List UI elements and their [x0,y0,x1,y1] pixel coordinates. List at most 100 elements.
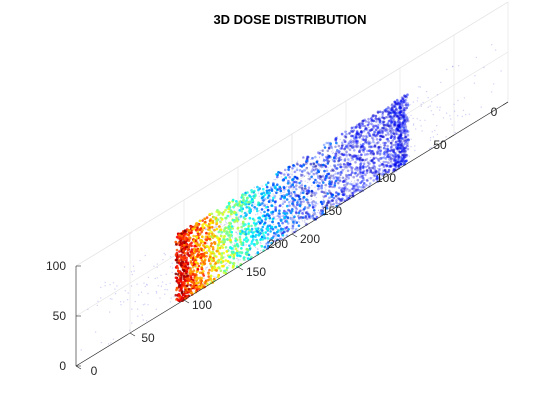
dose-point [380,135,384,138]
dose-point [273,195,277,198]
dose-point [421,130,423,132]
dose-point [323,178,327,181]
dose-point [292,185,296,189]
dose-point [419,119,421,122]
dose-point [272,231,276,235]
dose-point [274,178,277,181]
dose-point [208,212,212,216]
dose-point [347,176,350,180]
dose-point [362,138,366,142]
dose-point [328,176,332,180]
dose-point [402,114,405,117]
dose-point [292,180,296,184]
dose-point [220,254,223,257]
dose-point [341,193,345,196]
dose-point [360,153,363,156]
dose-point [363,146,366,149]
dose-point [401,116,405,119]
dose-point [331,174,335,178]
dose-point [287,179,290,183]
dose-point [358,122,361,126]
dose-point [342,179,346,183]
dose-point [392,150,396,154]
dose-point [273,200,277,204]
dose-point [403,118,407,122]
dose-point [393,123,397,126]
dose-point [381,168,383,170]
dose-point [299,184,302,187]
dose-point [420,103,422,105]
dose-point [351,134,355,138]
dose-point [403,123,407,127]
dose-point [298,185,301,189]
dose-point [375,147,378,149]
dose-point [279,171,282,175]
dose-point [343,147,346,151]
dose-point [300,191,303,194]
dose-point [384,164,387,166]
dose-point [306,200,309,204]
dose-point [233,249,235,251]
dose-point [396,126,399,130]
dose-point [109,298,112,300]
dose-point [396,102,400,105]
dose-point [310,201,314,204]
dose-point [328,201,331,204]
dose-point [405,154,409,157]
dose-point [405,106,409,110]
y-tick-label: 50 [433,138,447,152]
dose-point [174,272,178,276]
dose-point [404,94,407,98]
dose-point [389,164,392,167]
dose-point [394,111,397,114]
dose-point [287,208,290,212]
dose-point [276,228,278,230]
dose-point [342,189,346,193]
dose-point [403,149,406,152]
dose-point [290,186,292,188]
dose-point [348,143,350,145]
dose-point [338,150,341,153]
dose-point [209,277,212,280]
dose-point [318,188,320,190]
dose-point [209,221,212,225]
dose-point [405,129,409,132]
dose-point [389,136,393,139]
dose-point [141,314,143,316]
dose-point [314,201,318,204]
dose-point [320,184,324,187]
dose-point [304,216,307,220]
dose-point [393,143,396,147]
dose-point [270,189,274,192]
dose-point [305,192,309,196]
dose-point [178,283,181,287]
dose-point [250,240,254,243]
dose-point [350,134,353,138]
dose-point [346,163,350,167]
dose-point [355,136,358,139]
dose-point [247,248,250,252]
dose-point [386,148,390,152]
dose-point [361,135,363,138]
dose-point [295,211,298,215]
dose-point [332,196,336,200]
dose-point [360,130,363,133]
dose-point [272,196,275,200]
dose-point [198,219,202,223]
dose-point [355,154,358,158]
dose-point [394,159,397,163]
dose-point [296,194,300,197]
dose-point [244,252,248,256]
dose-point [250,242,253,245]
dose-point [286,182,290,185]
dose-point [363,118,367,122]
dose-point [397,156,400,160]
dose-point [183,255,186,259]
dose-point [299,216,303,219]
dose-point [350,146,352,149]
dose-point [378,164,381,167]
dose-point [388,111,391,115]
dose-point [321,153,324,156]
dose-point [292,168,294,170]
dose-point [420,125,422,127]
